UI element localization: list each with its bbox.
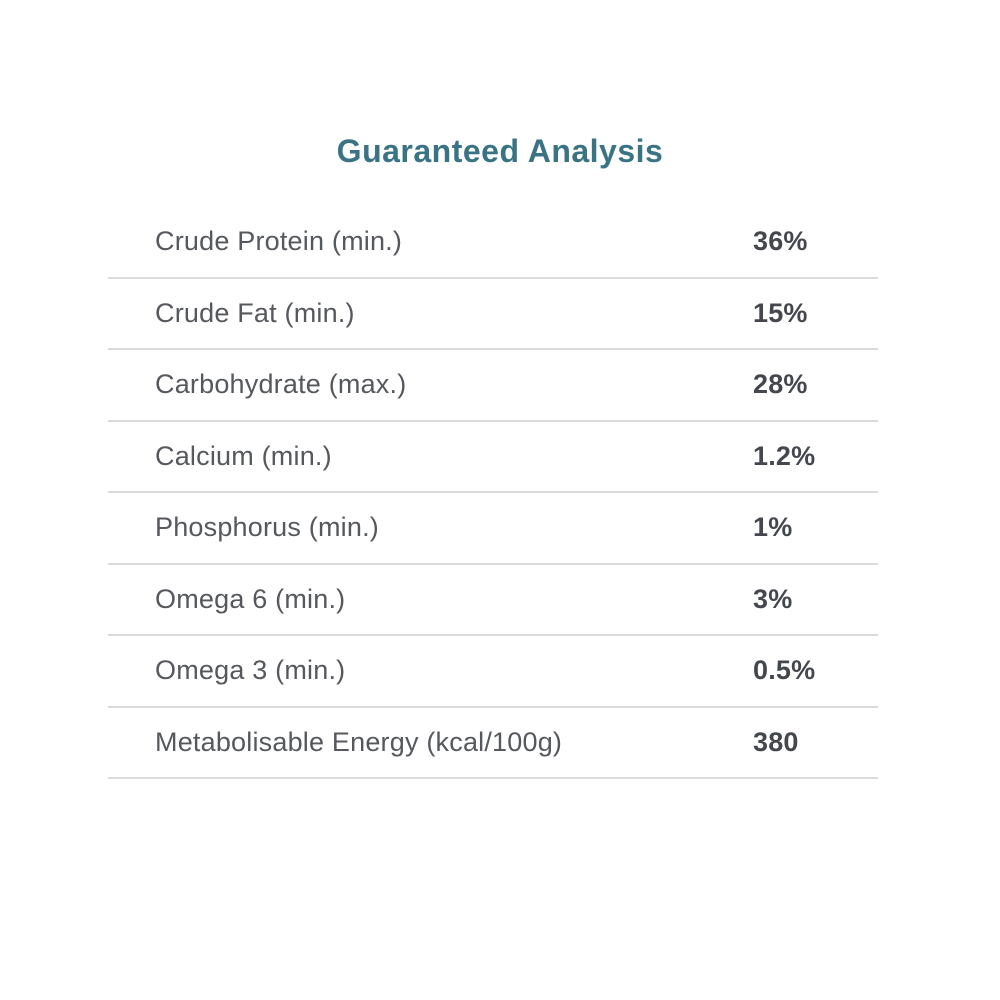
row-label: Carbohydrate (max.) <box>155 369 407 400</box>
table-row-omega-3: Omega 3 (min.) 0.5% <box>108 636 878 708</box>
row-label: Crude Fat (min.) <box>155 297 355 328</box>
table-row-calcium: Calcium (min.) 1.2% <box>108 422 878 493</box>
table-row-metabolisable-energy: Metabolisable Energy (kcal/100g) 380 <box>108 708 878 779</box>
row-label: Omega 6 (min.) <box>155 583 346 614</box>
row-value: 380 <box>753 726 799 757</box>
row-value: 3% <box>753 583 793 614</box>
row-label: Phosphorus (min.) <box>155 512 379 543</box>
table-row-crude-protein: Crude Protein (min.) 36% <box>108 207 878 279</box>
row-label: Metabolisable Energy (kcal/100g) <box>155 726 563 757</box>
analysis-table: Crude Protein (min.) 36% Crude Fat (min.… <box>108 207 878 779</box>
row-label: Calcium (min.) <box>155 440 332 471</box>
table-row-crude-fat: Crude Fat (min.) 15% <box>108 279 878 350</box>
row-value: 1.2% <box>753 440 816 471</box>
row-label: Crude Protein (min.) <box>155 226 403 257</box>
table-row-phosphorus: Phosphorus (min.) 1% <box>108 493 878 565</box>
table-row-carbohydrate: Carbohydrate (max.) 28% <box>108 350 878 422</box>
row-value: 0.5% <box>753 655 816 686</box>
row-value: 1% <box>753 512 793 543</box>
page-title: Guaranteed Analysis <box>336 133 664 169</box>
row-label: Omega 3 (min.) <box>155 655 346 686</box>
row-value: 36% <box>753 226 808 257</box>
table-row-omega-6: Omega 6 (min.) 3% <box>108 565 878 636</box>
row-value: 28% <box>753 369 808 400</box>
row-value: 15% <box>753 297 808 328</box>
